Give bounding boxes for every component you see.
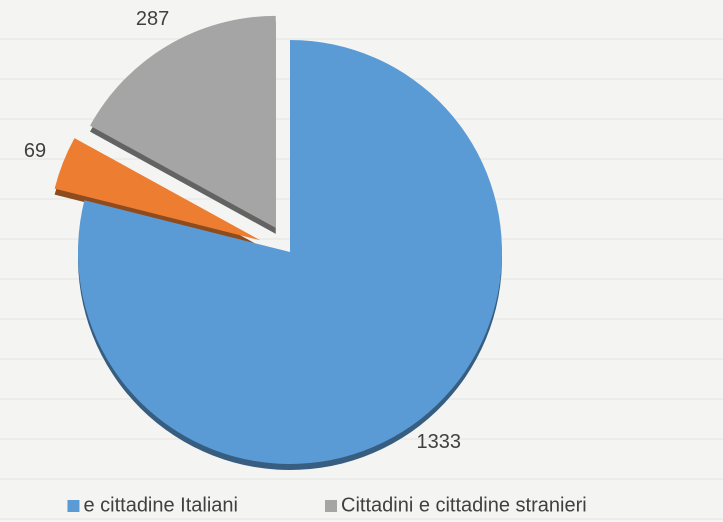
data-label: 69 bbox=[24, 140, 46, 162]
data-label: 287 bbox=[136, 8, 169, 30]
legend-label: Cittadini e cittadine stranieri bbox=[341, 494, 587, 516]
data-label: 1333 bbox=[417, 431, 462, 453]
legend-marker bbox=[325, 500, 337, 512]
chart: 1333 69 287 e cittadine Italiani Cittadini e… bbox=[0, 0, 723, 522]
legend-label: e cittadine Italiani bbox=[83, 494, 238, 516]
page: 1333 69 287 e cittadine Italiani Cittadini e… bbox=[0, 0, 723, 522]
legend-marker bbox=[67, 500, 79, 512]
